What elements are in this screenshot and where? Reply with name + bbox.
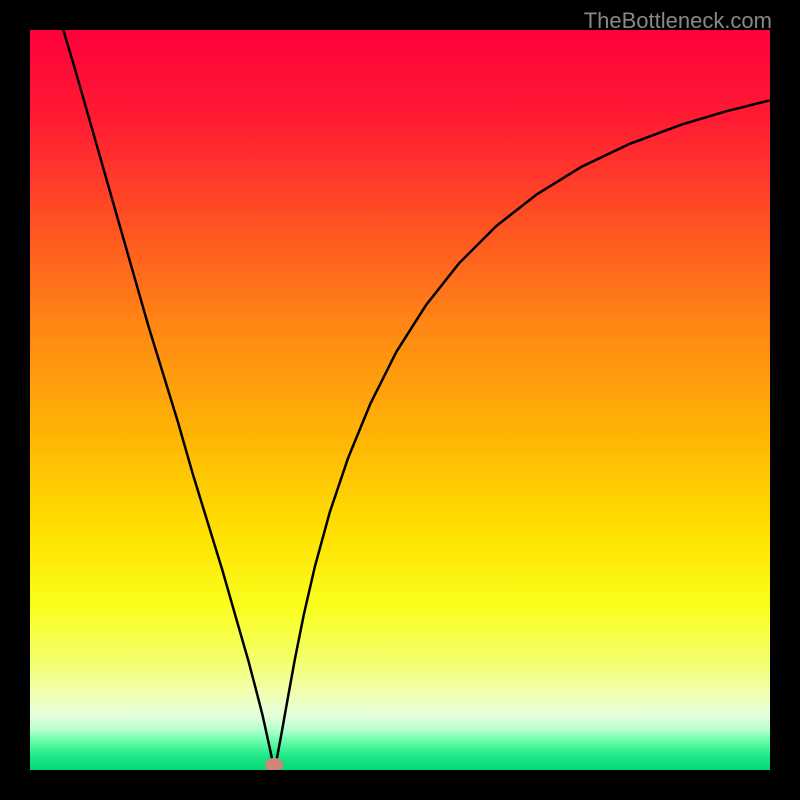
plot-area (30, 30, 770, 770)
chart-svg (30, 30, 770, 770)
gradient-background (30, 30, 770, 770)
watermark-text: TheBottleneck.com (584, 8, 772, 34)
